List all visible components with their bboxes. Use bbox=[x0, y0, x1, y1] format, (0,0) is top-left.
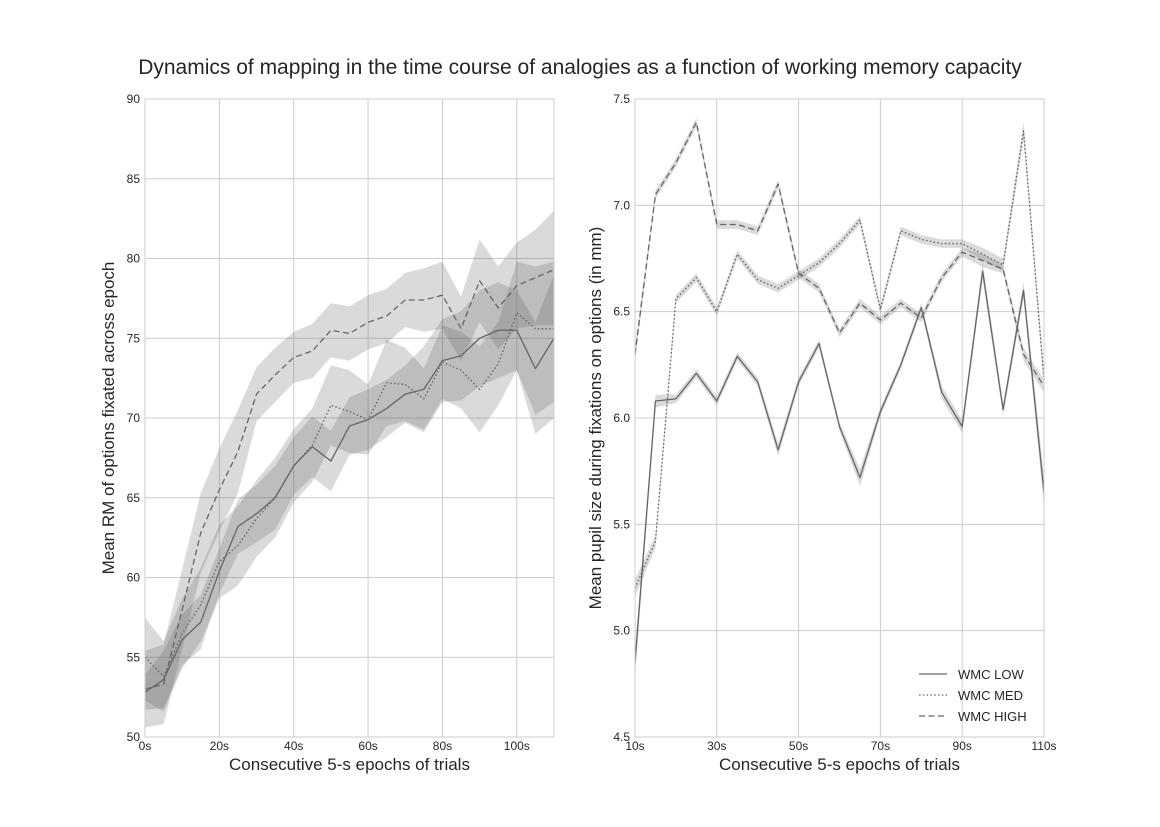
x-tick-label: 20s bbox=[210, 739, 229, 753]
series-lines bbox=[144, 269, 555, 693]
y-tick-label: 7.5 bbox=[613, 92, 630, 106]
x-axis-label: Consecutive 5-s epochs of trials bbox=[719, 755, 960, 774]
y-tick-label: 80 bbox=[127, 252, 141, 266]
series-line-wmc-high bbox=[634, 121, 1045, 387]
ci-band-wmc-med bbox=[635, 122, 1044, 597]
ci-band-wmc-high bbox=[635, 118, 1044, 393]
x-tick-labels: 0s 20s 40s 60s 80s 100s bbox=[139, 739, 530, 753]
y-tick-label: 6.0 bbox=[613, 411, 630, 425]
x-tick-label: 0s bbox=[139, 739, 152, 753]
x-tick-label: 60s bbox=[358, 739, 377, 753]
y-tick-label: 7.0 bbox=[613, 198, 630, 212]
plot-frame bbox=[634, 98, 1045, 738]
series-line-wmc-low bbox=[144, 329, 555, 693]
y-tick-label: 5.5 bbox=[613, 517, 630, 531]
y-tick-label: 60 bbox=[127, 571, 141, 585]
x-tick-label: 80s bbox=[433, 739, 452, 753]
series-line-wmc-med bbox=[634, 130, 1045, 589]
y-axis-label: Mean RM of options fixated across epoch bbox=[99, 262, 118, 575]
ci-bands bbox=[635, 118, 1044, 678]
plot-frame bbox=[144, 98, 555, 738]
x-tick-label: 70s bbox=[871, 739, 890, 753]
y-tick-labels: 50 55 60 65 70 75 80 85 90 bbox=[127, 92, 141, 744]
y-tick-label: 75 bbox=[127, 331, 141, 345]
y-tick-label: 85 bbox=[127, 172, 141, 186]
figure-title: Dynamics of mapping in the time course o… bbox=[138, 56, 1022, 79]
y-tick-label: 90 bbox=[127, 92, 141, 106]
y-tick-label: 5.0 bbox=[613, 624, 630, 638]
legend-label: WMC MED bbox=[958, 688, 1023, 703]
ci-band-wmc-low bbox=[635, 262, 1044, 678]
series-line-wmc-high bbox=[144, 269, 555, 690]
ci-band-wmc-med bbox=[145, 261, 554, 712]
ci-band-wmc-low bbox=[145, 274, 554, 710]
y-tick-label: 65 bbox=[127, 491, 141, 505]
x-tick-label: 10s bbox=[625, 739, 644, 753]
y-tick-label: 50 bbox=[127, 730, 141, 744]
ci-bands bbox=[145, 210, 554, 728]
y-tick-label: 70 bbox=[127, 411, 141, 425]
y-tick-label: 55 bbox=[127, 650, 141, 664]
y-tick-label: 6.5 bbox=[613, 305, 630, 319]
series-line-wmc-low bbox=[634, 270, 1045, 663]
legend: WMC LOW WMC MED WMC HIGH bbox=[919, 667, 1027, 724]
x-tick-label: 30s bbox=[707, 739, 726, 753]
series-lines bbox=[634, 121, 1045, 663]
ci-band-wmc-high bbox=[145, 210, 554, 728]
grid bbox=[144, 98, 554, 738]
right-panel-pupil: 10s 30s 50s 70s 90s 110s 4.5 5.0 5.5 6.0 6.5 7.0 7.… bbox=[586, 92, 1057, 774]
legend-label: WMC HIGH bbox=[958, 709, 1027, 724]
left-panel-rm: 0s 20s 40s 60s 80s 100s 50 55 60 65 70 75 80 85 90 Co… bbox=[99, 92, 555, 774]
series-line-wmc-med bbox=[144, 312, 554, 678]
x-tick-label: 110s bbox=[1031, 739, 1056, 753]
x-tick-label: 100s bbox=[504, 739, 530, 753]
x-axis-label: Consecutive 5-s epochs of trials bbox=[229, 755, 470, 774]
legend-label: WMC LOW bbox=[958, 667, 1024, 682]
x-tick-label: 90s bbox=[953, 739, 972, 753]
x-tick-label: 50s bbox=[789, 739, 808, 753]
y-tick-label: 4.5 bbox=[613, 730, 630, 744]
y-tick-labels: 4.5 5.0 5.5 6.0 6.5 7.0 7.5 bbox=[613, 92, 630, 744]
grid bbox=[634, 98, 1045, 738]
x-tick-labels: 10s 30s 50s 70s 90s 110s bbox=[625, 739, 1056, 753]
y-axis-label: Mean pupil size during fixations on opti… bbox=[586, 227, 605, 610]
x-tick-label: 40s bbox=[284, 739, 303, 753]
